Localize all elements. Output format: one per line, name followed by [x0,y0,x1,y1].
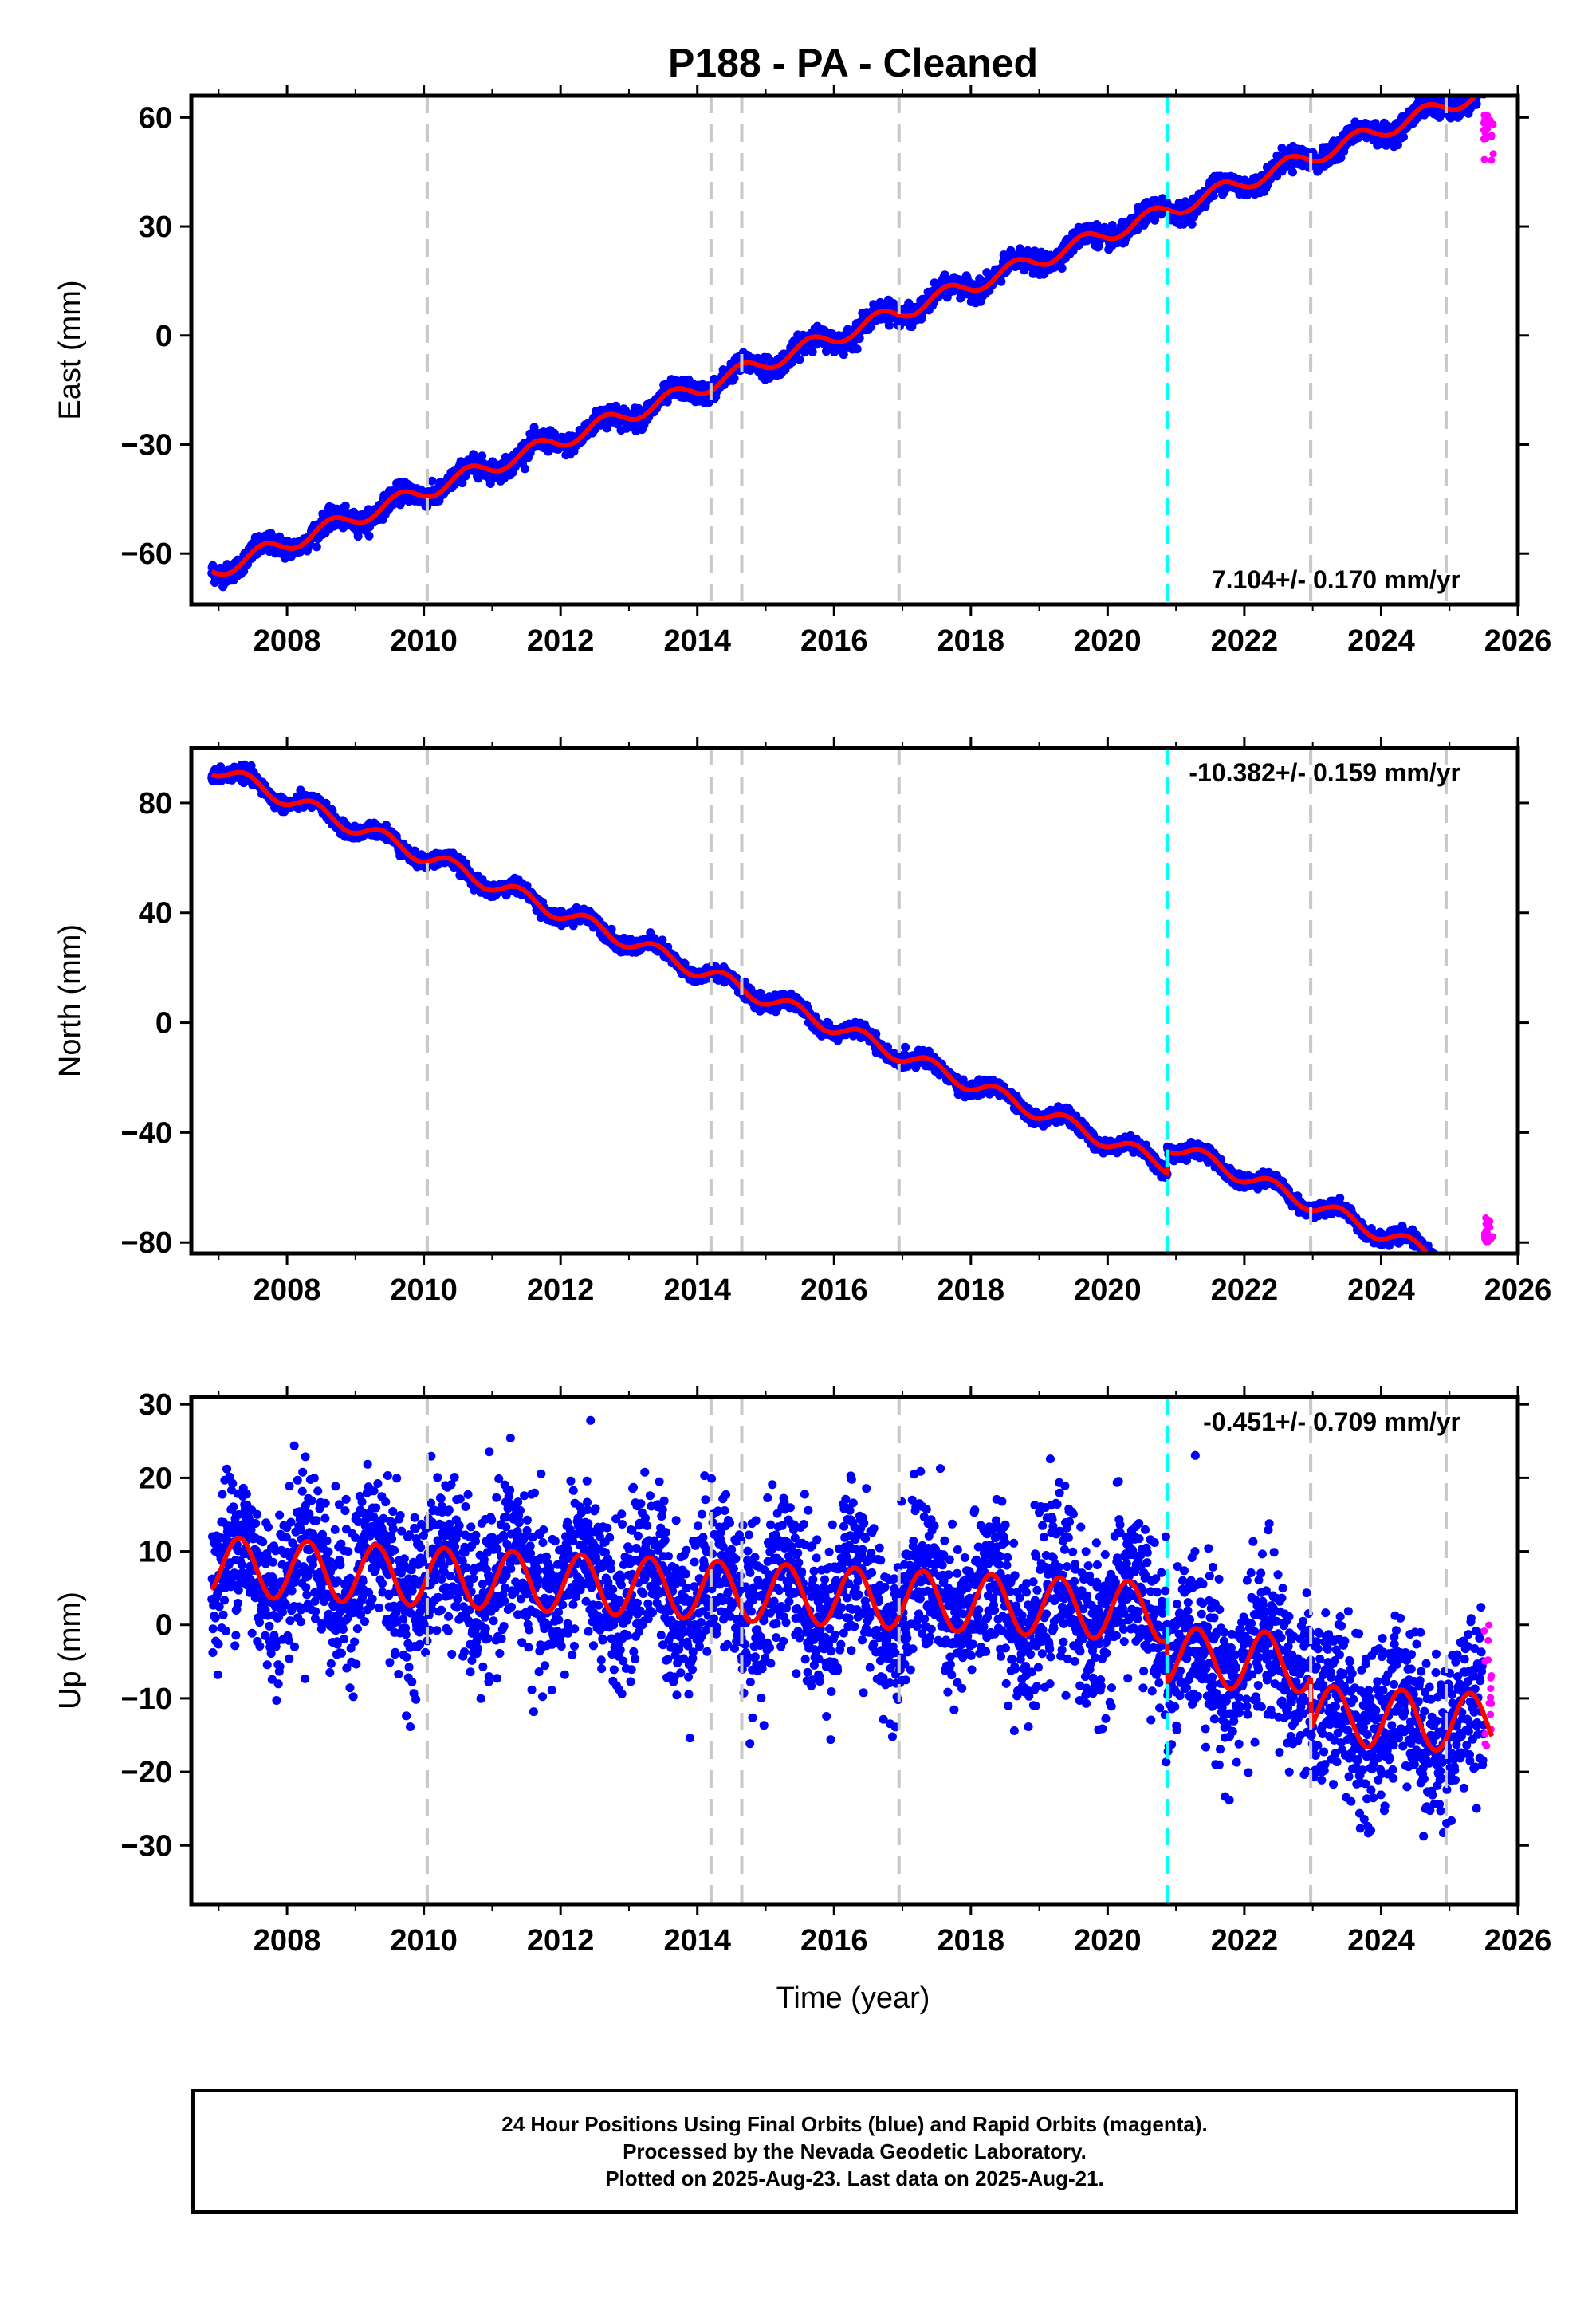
plot-frame [189,1395,1520,1907]
y-tick-label: 0 [155,320,172,353]
final-orbit-points [207,1415,1488,1841]
y-axis-label: North (mm) [53,924,87,1077]
plot-frame [189,93,1520,607]
x-tick-label: 2012 [527,1273,595,1307]
footer-caption-box: 24 Hour Positions Using Final Orbits (bl… [191,2089,1518,2214]
y-tick-label: 40 [139,897,172,931]
y-tick-label: −20 [121,1756,172,1789]
x-tick-label: 2026 [1484,624,1552,658]
plot-area [207,96,1497,592]
rapid-orbit-points [1480,1214,1496,1246]
x-tick-label: 2010 [390,1273,458,1307]
y-tick-label: −10 [121,1682,172,1716]
panel-2: 2008 2010 2012 2014 2016 2018 2020 2022 2024 2026… [53,737,1551,1307]
rate-label: -10.382+/- 0.159 mm/yr [1189,758,1460,787]
x-tick-label: 2026 [1484,1273,1552,1307]
y-tick-label: 20 [139,1462,172,1495]
y-tick-label: 0 [155,1609,172,1643]
x-tick-label: 2016 [800,1273,868,1307]
x-tick-label: 2008 [254,624,321,658]
x-tick-label: 2024 [1347,1924,1415,1958]
y-tick-label: −60 [121,537,172,571]
x-tick-label: 2016 [800,624,868,658]
chart-title: P188 - PA - Cleaned [668,41,1038,85]
y-tick-label: 80 [139,787,172,821]
x-tick-label: 2010 [390,1924,458,1958]
footer-line-3: Plotted on 2025-Aug-23. Last data on 202… [605,2166,1104,2190]
y-tick-label: 60 [139,101,172,135]
x-tick-label: 2020 [1074,1273,1142,1307]
x-tick-label: 2022 [1211,624,1279,658]
x-tick-label: 2018 [938,624,1005,658]
x-tick-label: 2016 [800,1924,868,1958]
x-tick-label: 2024 [1347,624,1415,658]
rate-label: -0.451+/- 0.709 mm/yr [1203,1407,1460,1436]
x-tick-label: 2008 [254,1273,321,1307]
x-tick-label: 2008 [254,1924,321,1958]
y-tick-label: −30 [121,428,172,462]
footer-line-2: Processed by the Nevada Geodetic Laborat… [623,2139,1087,2163]
x-tick-label: 2026 [1484,1924,1552,1958]
panel-1: 2008 2010 2012 2014 2016 2018 2020 2022 2024 2026… [53,85,1552,658]
x-tick-label: 2014 [663,624,731,658]
x-tick-label: 2012 [527,624,595,658]
y-tick-label: −30 [121,1829,172,1863]
panel-3: 2008 2010 2012 2014 2016 2018 2020 2022 2024 2026… [53,1386,1551,1958]
x-tick-label: 2022 [1211,1273,1279,1307]
y-axis-label: Up (mm) [53,1592,87,1710]
x-tick-label: 2018 [938,1924,1005,1958]
y-tick-label: 10 [139,1536,172,1569]
model-fit-line [210,769,1431,1253]
model-fit-line [210,1535,1495,1753]
footer-line-1: 24 Hour Positions Using Final Orbits (bl… [501,2112,1208,2136]
x-tick-label: 2022 [1211,1924,1279,1958]
x-axis-label: Time (year) [776,1981,930,2015]
x-tick-label: 2018 [938,1273,1005,1307]
plot-frame [189,746,1520,1256]
x-tick-label: 2012 [527,1924,595,1958]
plot-area [207,760,1496,1253]
x-tick-label: 2010 [390,624,458,658]
y-tick-label: −40 [121,1116,172,1150]
x-tick-label: 2020 [1074,1924,1142,1958]
y-tick-label: −80 [121,1226,172,1260]
y-tick-label: 30 [139,211,172,244]
rate-label: 7.104+/- 0.170 mm/yr [1212,565,1460,594]
x-tick-label: 2014 [663,1273,731,1307]
plot-area [207,1415,1496,1841]
x-tick-label: 2014 [663,1924,731,1958]
rapid-orbit-points [1480,111,1497,164]
x-tick-label: 2020 [1074,624,1142,658]
y-axis-label: East (mm) [53,280,87,419]
x-tick-label: 2024 [1347,1273,1415,1307]
model-fit-line [210,96,1479,577]
y-tick-label: 0 [155,1007,172,1041]
y-tick-label: 30 [139,1388,172,1422]
